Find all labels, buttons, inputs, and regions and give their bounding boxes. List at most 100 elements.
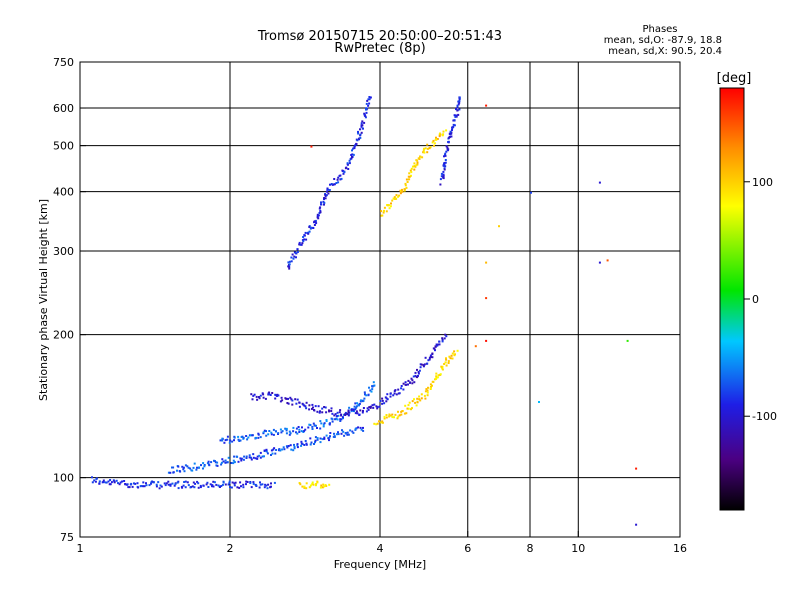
- data-point: [439, 132, 441, 135]
- data-point: [173, 484, 176, 487]
- data-point: [358, 402, 361, 405]
- data-point: [339, 178, 342, 181]
- data-point: [312, 406, 314, 409]
- data-point: [359, 426, 362, 429]
- data-point: [441, 340, 444, 343]
- data-point: [395, 197, 398, 200]
- data-point: [421, 156, 424, 159]
- data-point: [415, 159, 418, 162]
- data-point: [252, 482, 255, 485]
- data-point: [275, 449, 278, 451]
- data-point: [376, 422, 379, 425]
- data-point: [438, 135, 441, 138]
- data-point: [390, 202, 392, 205]
- y-tick-label: 300: [53, 245, 74, 258]
- data-point: [449, 357, 452, 360]
- data-point: [242, 458, 245, 461]
- data-point: [304, 405, 307, 408]
- data-point: [293, 255, 296, 258]
- data-point: [455, 108, 457, 111]
- data-point: [124, 483, 127, 486]
- data-point: [458, 100, 461, 102]
- data-point: [406, 407, 409, 410]
- data-point: [176, 481, 179, 484]
- data-point: [308, 486, 311, 489]
- data-point: [411, 400, 414, 403]
- data-point: [246, 481, 249, 483]
- data-point: [287, 265, 290, 268]
- data-point: [136, 482, 139, 485]
- data-point: [309, 437, 312, 440]
- data-point: [238, 486, 241, 489]
- data-point: [360, 428, 363, 431]
- data-point: [363, 112, 366, 115]
- data-point: [403, 412, 406, 415]
- data-point: [117, 482, 119, 485]
- data-point: [447, 360, 450, 363]
- data-point: [221, 483, 224, 486]
- data-point: [285, 427, 288, 430]
- data-point: [266, 487, 269, 490]
- data-points: [91, 96, 638, 526]
- chart-title: Tromsø 20150715 20:50:00–20:51:43: [257, 29, 502, 44]
- data-point: [182, 468, 185, 471]
- data-point: [105, 481, 108, 484]
- data-point: [282, 446, 285, 449]
- data-point: [485, 339, 488, 342]
- x-tick-label: 16: [673, 542, 687, 555]
- data-point: [342, 417, 344, 420]
- data-point: [119, 481, 122, 484]
- data-point: [360, 399, 362, 402]
- data-point: [344, 411, 347, 414]
- data-point: [381, 420, 384, 423]
- data-point: [422, 365, 425, 368]
- data-point: [298, 428, 301, 431]
- data-point: [395, 194, 398, 197]
- data-point: [405, 186, 408, 189]
- data-point: [406, 178, 409, 181]
- data-point: [203, 465, 206, 468]
- data-point: [400, 387, 403, 390]
- data-point: [333, 414, 336, 417]
- data-point: [230, 486, 233, 489]
- data-point: [375, 423, 378, 426]
- data-point: [203, 464, 206, 466]
- data-point: [249, 482, 252, 484]
- data-point: [233, 439, 235, 442]
- data-point: [405, 383, 408, 386]
- data-point: [110, 481, 113, 484]
- data-point: [370, 390, 373, 393]
- data-point: [435, 343, 438, 346]
- data-point: [262, 396, 265, 399]
- data-point: [337, 431, 339, 434]
- data-point: [410, 174, 412, 177]
- data-point: [381, 399, 384, 402]
- y-tick-label: 750: [53, 56, 74, 69]
- data-point: [394, 389, 397, 392]
- data-point: [319, 211, 322, 214]
- data-point: [319, 486, 322, 489]
- data-point: [431, 384, 433, 387]
- data-point: [298, 482, 301, 484]
- data-point: [236, 486, 239, 489]
- data-point: [360, 122, 363, 125]
- data-point: [416, 161, 419, 164]
- data-point: [418, 395, 421, 398]
- data-point: [293, 443, 295, 446]
- data-point: [107, 480, 110, 483]
- data-point: [255, 484, 258, 487]
- data-point: [441, 337, 444, 340]
- data-point: [319, 420, 322, 423]
- data-point: [266, 452, 269, 455]
- data-point: [323, 197, 326, 199]
- x-tick-label: 2: [227, 542, 234, 555]
- data-point: [359, 409, 362, 412]
- data-point: [231, 481, 234, 484]
- grid-lines: [80, 62, 680, 537]
- data-point: [422, 151, 425, 154]
- data-point: [148, 484, 151, 487]
- data-point: [410, 408, 412, 411]
- data-point: [635, 523, 638, 526]
- data-point: [268, 430, 271, 432]
- colorbar-tick-label: 100: [752, 176, 773, 189]
